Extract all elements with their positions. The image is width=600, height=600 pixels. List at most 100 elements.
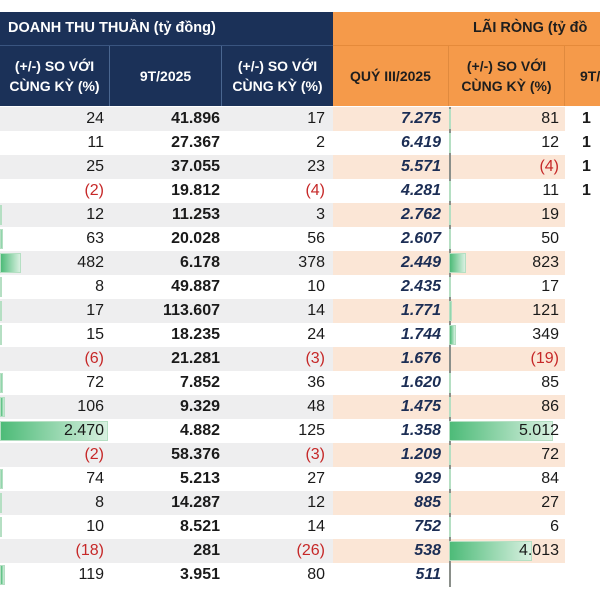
profit-growth-bar <box>449 253 467 273</box>
table-row[interactable]: 10 8.521 14 752 6 <box>0 515 600 539</box>
profit-growth-bar <box>449 109 451 129</box>
profit-quarter-cell: 7.275 <box>400 110 441 127</box>
revenue-yoy-9t-cell: 3 <box>316 206 325 223</box>
column-header-line: 9T/2025 <box>139 68 192 84</box>
row-background <box>0 395 333 419</box>
column-header-profit-9t[interactable]: 9T/ <box>565 46 600 106</box>
revenue-9t-cell: 41.896 <box>171 110 220 127</box>
revenue-yoy-9t-cell: 36 <box>307 374 325 391</box>
row-background <box>0 155 333 179</box>
row-background <box>0 347 333 371</box>
profit-quarter-cell: 1.209 <box>400 446 441 463</box>
column-header-revenue-yoy-quarter[interactable]: (+/-) SO VỚI CÙNG KỲ (%) <box>0 46 110 106</box>
revenue-9t-cell: 27.367 <box>171 134 220 151</box>
profit-growth-bar <box>449 205 451 225</box>
column-header-line: CÙNG KỲ (%) <box>9 78 100 94</box>
table-row[interactable]: 25 37.055 23 5.571 (4) 1 <box>0 155 600 179</box>
revenue-yoy-9t-cell: (3) <box>305 350 325 367</box>
column-header-revenue-9t[interactable]: 9T/2025 <box>110 46 222 106</box>
column-header-line: CÙNG KỲ (%) <box>461 78 552 94</box>
revenue-yoy-quarter-cell: (2) <box>84 182 104 199</box>
table-row[interactable]: 12 11.253 3 2.762 19 <box>0 203 600 227</box>
table-row[interactable]: 2.470 4.882 125 1.358 5.012 <box>0 419 600 443</box>
table-row[interactable]: 17 113.607 14 1.771 121 <box>0 299 600 323</box>
table-row[interactable]: 106 9.329 48 1.475 86 <box>0 395 600 419</box>
column-header-line: 9T/ <box>580 68 600 84</box>
revenue-yoy-quarter-cell: 15 <box>86 326 104 343</box>
table-row[interactable]: (2) 58.376 (3) 1.209 72 <box>0 443 600 467</box>
profit-group-header: LÃI RÒNG (tỷ đồ <box>333 12 600 46</box>
table-row[interactable]: (18) 281 (26) 538 4.013 <box>0 539 600 563</box>
revenue-9t-cell: 18.235 <box>171 326 220 343</box>
profit-yoy-quarter-cell: 4.013 <box>518 542 559 559</box>
profit-growth-bar <box>449 181 451 201</box>
revenue-yoy-9t-cell: 125 <box>298 422 325 439</box>
bar-axis-line <box>449 563 451 587</box>
profit-9t-cell <box>565 371 600 395</box>
revenue-yoy-quarter-cell: 24 <box>86 110 104 127</box>
column-header-profit-yoy-quarter[interactable]: (+/-) SO VỚI CÙNG KỲ (%) <box>449 46 565 106</box>
profit-growth-bar <box>449 541 533 561</box>
profit-yoy-quarter-cell: 349 <box>532 326 559 343</box>
revenue-yoy-quarter-cell: 106 <box>77 398 104 415</box>
profit-yoy-quarter-cell <box>449 563 559 587</box>
profit-quarter-cell: 885 <box>414 494 441 511</box>
profit-growth-bar <box>449 445 451 465</box>
profit-yoy-quarter-cell: 121 <box>532 302 559 319</box>
revenue-growth-bar <box>0 301 2 321</box>
profit-9t-cell <box>565 395 600 419</box>
table-row[interactable]: (6) 21.281 (3) 1.676 (19) <box>0 347 600 371</box>
row-background <box>0 491 333 515</box>
table-row[interactable]: 74 5.213 27 929 84 <box>0 467 600 491</box>
revenue-yoy-quarter-cell: 25 <box>86 158 104 175</box>
table-row[interactable]: 72 7.852 36 1.620 85 <box>0 371 600 395</box>
column-header-revenue-yoy-9t[interactable]: (+/-) SO VỚI CÙNG KỲ (%) <box>222 46 333 106</box>
profit-quarter-cell: 1.771 <box>400 302 441 319</box>
revenue-9t-cell: 21.281 <box>171 350 220 367</box>
revenue-group-title: DOANH THU THUẦN (tỷ đồng) <box>8 20 216 36</box>
profit-9t-cell <box>565 251 600 275</box>
column-header-profit-quarter[interactable]: QUÝ III/2025 <box>333 46 449 106</box>
profit-9t-cell: 1 <box>582 158 591 175</box>
table-row[interactable]: 482 6.178 378 2.449 823 <box>0 251 600 275</box>
profit-9t-cell <box>565 467 600 491</box>
revenue-yoy-9t-cell: 24 <box>307 326 325 343</box>
profit-growth-bar <box>449 373 451 393</box>
table-row[interactable]: 24 41.896 17 7.275 81 1 <box>0 107 600 131</box>
table-row[interactable]: 8 49.887 10 2.435 17 <box>0 275 600 299</box>
row-background <box>0 251 333 275</box>
revenue-growth-bar <box>0 565 6 585</box>
table-row[interactable]: 119 3.951 80 511 <box>0 563 600 587</box>
revenue-yoy-quarter-cell: 10 <box>86 518 104 535</box>
profit-yoy-quarter-cell: (4) <box>539 158 559 175</box>
profit-yoy-quarter-cell: 823 <box>532 254 559 271</box>
profit-growth-bar <box>449 277 451 297</box>
revenue-yoy-9t-cell: 17 <box>307 110 325 127</box>
table-row[interactable]: 63 20.028 56 2.607 50 <box>0 227 600 251</box>
profit-yoy-quarter-cell: 84 <box>541 470 559 487</box>
revenue-growth-bar <box>0 469 4 489</box>
revenue-yoy-9t-cell: (3) <box>305 446 325 463</box>
revenue-growth-bar <box>0 325 2 345</box>
profit-9t-cell: 1 <box>582 110 591 127</box>
profit-quarter-cell: 2.435 <box>400 278 441 295</box>
revenue-yoy-quarter-cell: 63 <box>86 230 104 247</box>
table-row[interactable]: 15 18.235 24 1.744 349 <box>0 323 600 347</box>
revenue-growth-bar <box>0 253 22 273</box>
revenue-yoy-9t-cell: 2 <box>316 134 325 151</box>
revenue-9t-cell: 20.028 <box>171 230 220 247</box>
column-header-line: CÙNG KỲ (%) <box>232 78 323 94</box>
profit-quarter-cell: 1.744 <box>400 326 441 343</box>
profit-yoy-quarter-cell: 50 <box>541 230 559 247</box>
profit-quarter-cell: 2.762 <box>400 206 441 223</box>
revenue-yoy-quarter-cell: (18) <box>75 542 104 559</box>
revenue-yoy-quarter-cell: 8 <box>95 278 104 295</box>
table-row[interactable]: (2) 19.812 (4) 4.281 11 1 <box>0 179 600 203</box>
revenue-yoy-9t-cell: 56 <box>307 230 325 247</box>
row-background <box>0 107 333 131</box>
revenue-yoy-quarter-cell: 8 <box>95 494 104 511</box>
profit-quarter-cell: 929 <box>414 470 441 487</box>
table-row[interactable]: 11 27.367 2 6.419 12 1 <box>0 131 600 155</box>
column-header-line: QUÝ III/2025 <box>350 68 431 84</box>
table-row[interactable]: 8 14.287 12 885 27 <box>0 491 600 515</box>
